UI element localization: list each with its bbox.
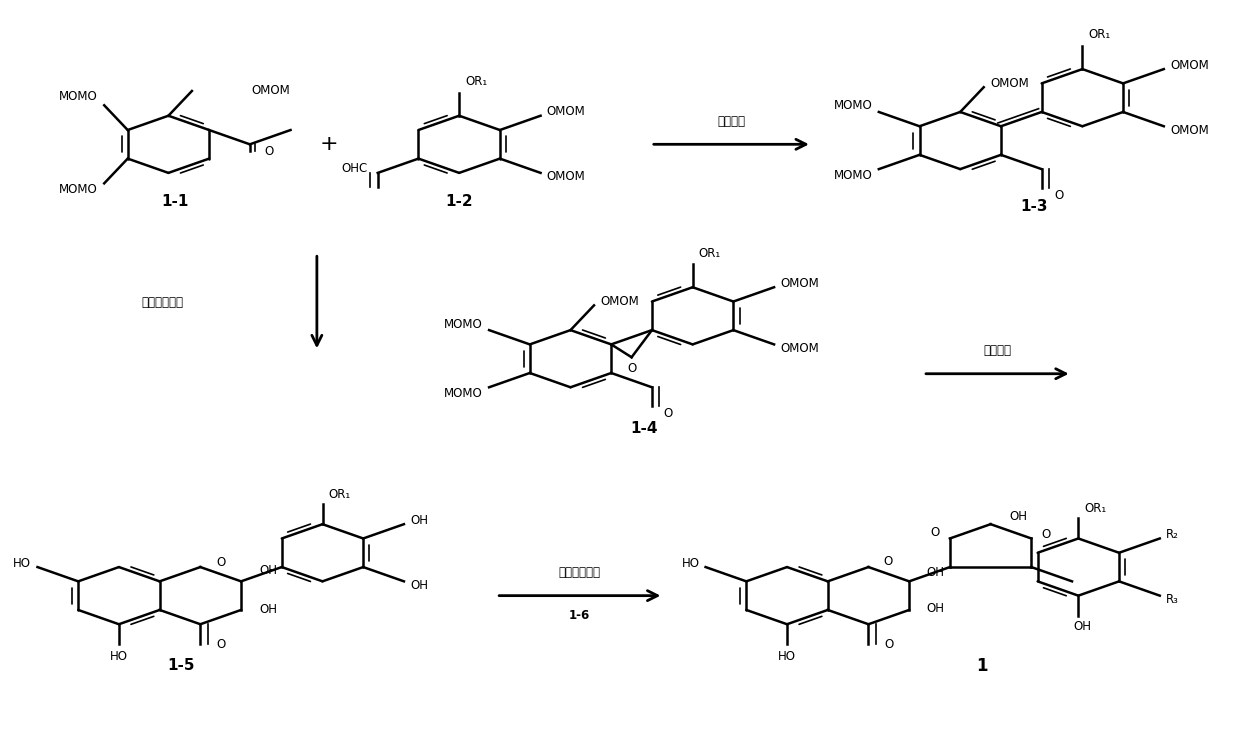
Text: OMOM: OMOM xyxy=(600,295,639,308)
Text: 酸，溶剂: 酸，溶剂 xyxy=(983,344,1012,357)
Text: 1-4: 1-4 xyxy=(630,421,657,436)
Text: O: O xyxy=(264,145,274,158)
Text: 1: 1 xyxy=(976,657,988,675)
Text: OMOM: OMOM xyxy=(780,342,820,355)
Text: HO: HO xyxy=(110,650,128,663)
Text: OH: OH xyxy=(926,565,945,579)
Text: OH: OH xyxy=(259,603,278,616)
Text: O: O xyxy=(883,554,893,568)
Text: OR₁: OR₁ xyxy=(465,75,487,88)
Text: O: O xyxy=(931,526,940,539)
Text: OMOM: OMOM xyxy=(990,77,1029,90)
Text: O: O xyxy=(1054,189,1064,202)
Text: 1-5: 1-5 xyxy=(167,658,195,673)
Text: OH: OH xyxy=(259,563,278,577)
Text: O: O xyxy=(1042,528,1050,541)
Text: MOMO: MOMO xyxy=(60,183,98,196)
Text: OR₁: OR₁ xyxy=(329,488,351,501)
Text: O: O xyxy=(663,407,672,420)
Text: OR₁: OR₁ xyxy=(699,247,722,260)
Text: OH: OH xyxy=(410,578,428,592)
Text: 过氧化氢，碱: 过氧化氢，碱 xyxy=(141,296,184,309)
Text: OHC: OHC xyxy=(341,162,368,175)
Text: OMOM: OMOM xyxy=(547,106,585,119)
Text: OH: OH xyxy=(410,514,428,527)
Text: O: O xyxy=(217,638,226,651)
Text: 碱，溶剂: 碱，溶剂 xyxy=(718,115,745,128)
Text: OMOM: OMOM xyxy=(1171,59,1209,72)
Text: 1-6: 1-6 xyxy=(569,609,590,622)
Text: 催化剂，溶剂: 催化剂，溶剂 xyxy=(559,566,601,579)
Text: MOMO: MOMO xyxy=(833,100,873,112)
Text: OH: OH xyxy=(1009,510,1027,523)
Text: MOMO: MOMO xyxy=(444,387,482,400)
Text: HO: HO xyxy=(682,556,699,570)
Text: OH: OH xyxy=(1073,620,1091,633)
Text: OMOM: OMOM xyxy=(252,85,290,97)
Text: 1-3: 1-3 xyxy=(1021,199,1048,214)
Text: R₂: R₂ xyxy=(1166,528,1179,541)
Text: 1-1: 1-1 xyxy=(161,194,188,209)
Text: 1-2: 1-2 xyxy=(445,194,472,209)
Text: HO: HO xyxy=(14,556,31,570)
Text: OR₁: OR₁ xyxy=(1085,502,1107,515)
Text: O: O xyxy=(217,556,226,569)
Text: HO: HO xyxy=(777,650,796,663)
Text: OR₁: OR₁ xyxy=(1089,29,1111,42)
Text: MOMO: MOMO xyxy=(833,168,873,182)
Text: OMOM: OMOM xyxy=(1171,124,1209,137)
Text: OMOM: OMOM xyxy=(547,170,585,183)
Text: +: + xyxy=(320,134,339,154)
Text: O: O xyxy=(884,638,894,651)
Text: OH: OH xyxy=(926,602,945,615)
Text: O: O xyxy=(627,362,636,375)
Text: OMOM: OMOM xyxy=(780,277,820,290)
Text: MOMO: MOMO xyxy=(60,90,98,103)
Text: R₃: R₃ xyxy=(1166,593,1179,606)
Text: MOMO: MOMO xyxy=(444,318,482,331)
